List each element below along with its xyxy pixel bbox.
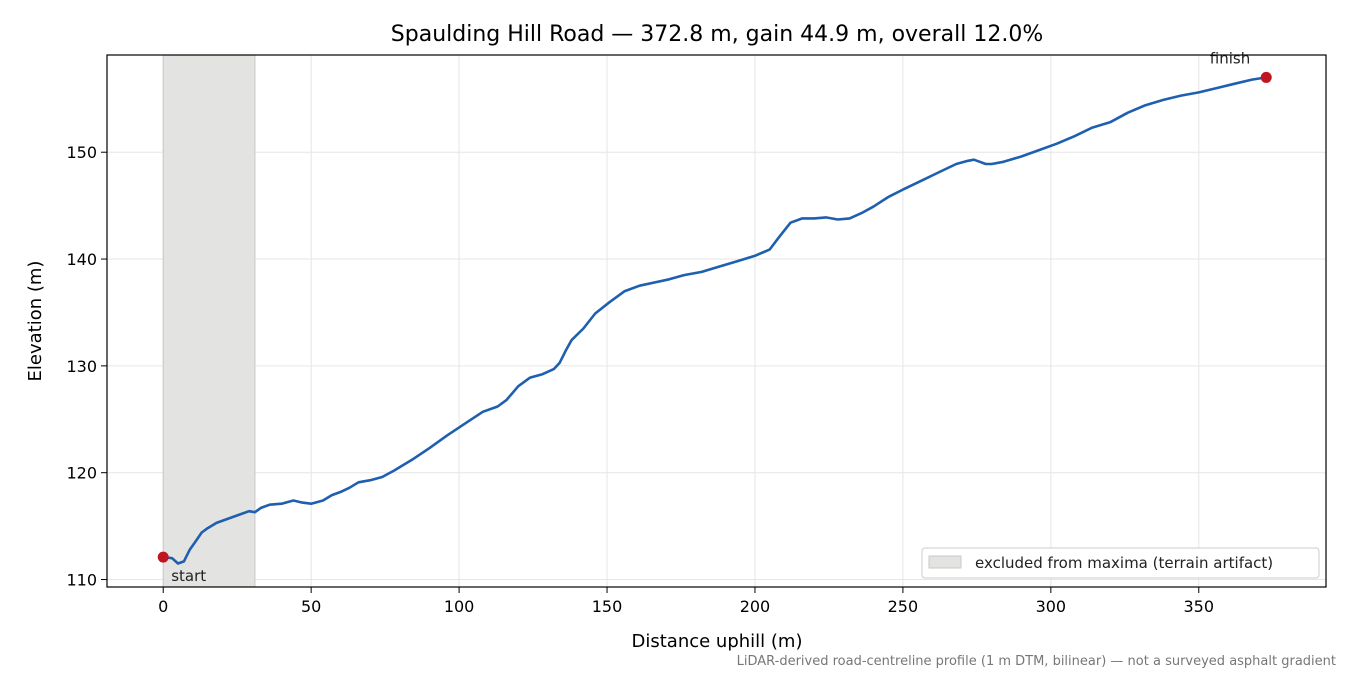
plot-frame (106, 54, 1327, 588)
excluded-region (162, 54, 256, 588)
x-tick-label: 300 (1036, 597, 1067, 616)
x-tick-label: 150 (592, 597, 623, 616)
x-tick-label: 0 (158, 597, 168, 616)
x-tick-label: 50 (301, 597, 321, 616)
markers-group: start finish (157, 49, 1272, 585)
x-axis-label: Distance uphill (m) (632, 631, 803, 652)
legend-box (921, 547, 1320, 579)
legend: excluded from maxima (terrain artifact) (921, 547, 1320, 579)
start-marker (157, 551, 169, 563)
x-tick-label: 250 (888, 597, 919, 616)
finish-marker (1260, 71, 1272, 83)
elevation-line (161, 76, 1268, 565)
y-tick-label: 130 (66, 357, 97, 376)
finish-label: finish (1210, 49, 1250, 67)
y-ticks: 110 120 130 140 150 (66, 143, 107, 590)
y-tick-label: 110 (66, 571, 97, 590)
chart-title: Spaulding Hill Road — 372.8 m, gain 44.9… (391, 22, 1043, 47)
x-tick-label: 350 (1184, 597, 1215, 616)
footnote: LiDAR-derived road-centreline profile (1… (737, 654, 1336, 669)
x-tick-label: 200 (740, 597, 771, 616)
start-label: start (171, 567, 206, 585)
legend-label: excluded from maxima (terrain artifact) (975, 554, 1273, 572)
legend-swatch (928, 555, 962, 569)
y-tick-label: 150 (66, 143, 97, 162)
x-ticks: 0 50 100 150 200 250 300 350 (158, 587, 1214, 616)
grid (107, 55, 1326, 587)
y-tick-label: 140 (66, 250, 97, 269)
series-group (161, 76, 1268, 565)
x-tick-label: 100 (444, 597, 475, 616)
y-tick-label: 120 (66, 464, 97, 483)
y-axis-label: Elevation (m) (25, 261, 46, 382)
